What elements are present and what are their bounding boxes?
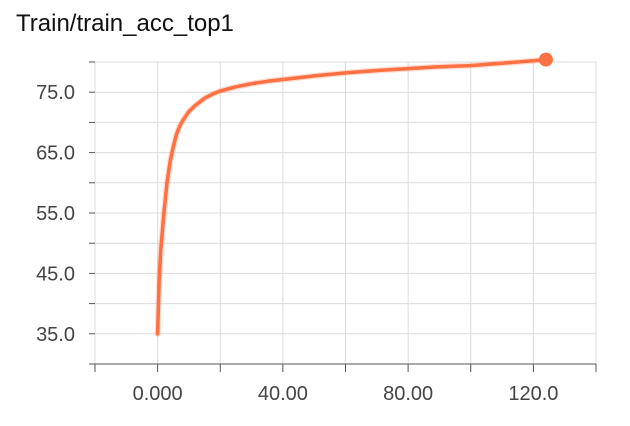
chart-title: Train/train_acc_top1	[16, 10, 234, 37]
y-tick-label: 65.0	[36, 143, 75, 165]
y-tick-label: 75.0	[36, 82, 75, 104]
y-tick-label: 45.0	[36, 263, 75, 285]
series-layer	[154, 52, 553, 337]
grid	[94, 61, 597, 365]
series-line	[155, 57, 548, 336]
y-tick-label: 55.0	[36, 203, 75, 225]
tick-labels: 0.000 40.00 80.00 120.0 35.0 45.0 55.0 65.0 75.0	[36, 82, 558, 405]
x-tick-label: 40.00	[258, 383, 308, 405]
x-tick-label: 120.0	[508, 383, 558, 405]
x-tick-label: 80.00	[383, 383, 433, 405]
x-tick-label: 0.000	[133, 383, 183, 405]
y-tick-label: 35.0	[36, 324, 75, 346]
last-point-marker	[538, 52, 553, 67]
axes	[89, 61, 597, 372]
series-line-shadow	[154, 56, 549, 337]
